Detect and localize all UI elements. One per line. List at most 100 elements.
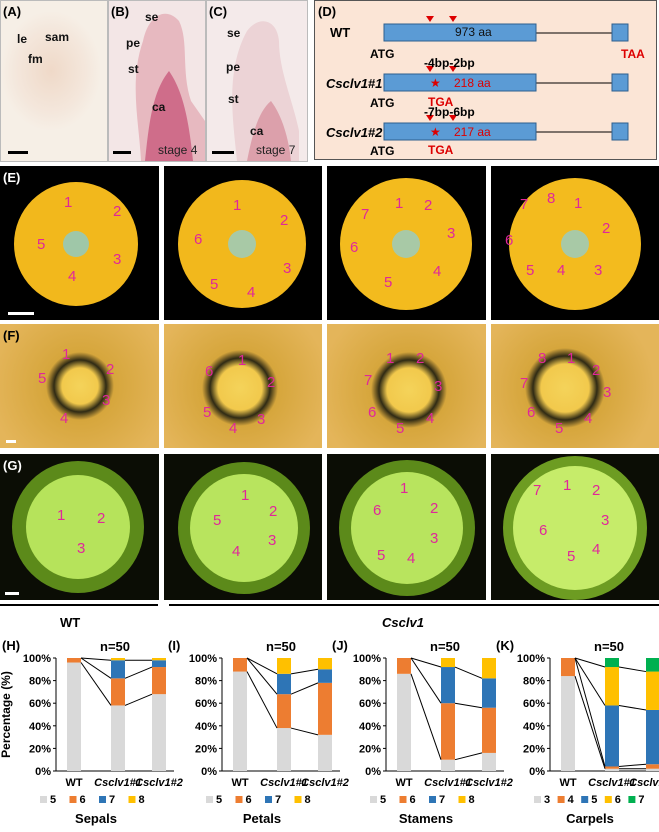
y-tick-label: 80% xyxy=(523,676,545,688)
connector-line xyxy=(574,657,606,706)
legend-swatch xyxy=(294,796,302,803)
organ-number: 1 xyxy=(400,480,409,497)
legend-swatch xyxy=(557,796,565,803)
ovary-section xyxy=(503,456,647,600)
organ-number: 1 xyxy=(64,194,73,211)
organ-number: 8 xyxy=(538,350,547,367)
flower-petals xyxy=(14,182,138,306)
connector-line xyxy=(124,666,153,679)
bar-segment xyxy=(561,658,575,677)
tag-ca: ca xyxy=(250,124,264,138)
flower-photo-wt xyxy=(0,166,159,320)
flower-center-photo-mutant xyxy=(164,324,322,448)
mutation-site-marker xyxy=(426,66,434,72)
organ-number: 3 xyxy=(603,384,612,401)
organ-number: 7 xyxy=(520,375,529,392)
y-tick-label: 40% xyxy=(523,721,545,733)
organ-number: 2 xyxy=(592,482,601,499)
organ-number: 1 xyxy=(241,487,250,504)
flower-photo-mutant xyxy=(491,166,659,320)
y-tick-label: 20% xyxy=(523,743,545,755)
stop-codon-star-icon: ★ xyxy=(430,125,441,139)
bar-segment xyxy=(67,658,81,663)
bar-segment xyxy=(605,658,619,668)
connector-line xyxy=(454,702,483,709)
organ-number: 6 xyxy=(194,231,203,248)
bar-segment xyxy=(482,707,496,753)
ovary-section xyxy=(12,461,144,593)
x-tick-label: Csclv1#2 xyxy=(465,777,513,789)
organ-number: 4 xyxy=(584,410,593,427)
x-tick-label: WT xyxy=(559,777,576,789)
legend-swatch xyxy=(429,796,436,803)
connector-line xyxy=(410,657,442,668)
flower-photo-mutant xyxy=(164,166,322,320)
organ-number: 5 xyxy=(203,404,212,421)
organ-number: 1 xyxy=(395,195,404,212)
organ-number: 3 xyxy=(268,532,277,549)
organ-number: 7 xyxy=(364,372,373,389)
chart-title: n=50 xyxy=(430,639,460,654)
x-tick-label: Csclv1#2 xyxy=(135,777,183,789)
connector-line xyxy=(618,704,647,711)
organ-number: 1 xyxy=(233,197,242,214)
panel-b-micrograph xyxy=(108,0,206,162)
bar-segment xyxy=(482,752,496,771)
bar-segment xyxy=(233,671,247,771)
legend-swatch xyxy=(370,796,377,803)
row-name-wt: WT xyxy=(330,25,351,40)
mutation-site-marker xyxy=(449,115,457,121)
bar-segment xyxy=(605,766,619,769)
bar-segment xyxy=(561,676,575,771)
organ-number: 4 xyxy=(247,284,256,301)
organ-number: 5 xyxy=(377,547,386,564)
chart-title: n=50 xyxy=(266,639,296,654)
exon-box xyxy=(611,73,629,92)
legend-label: 7 xyxy=(439,794,445,806)
start-codon: ATG xyxy=(370,144,395,158)
chart-panel-label: (H) xyxy=(2,638,20,653)
legend-swatch xyxy=(458,796,466,803)
legend-swatch xyxy=(534,796,541,803)
bar-segment xyxy=(318,669,332,683)
y-tick-label: 80% xyxy=(359,676,381,688)
organ-number: 3 xyxy=(77,540,86,557)
connector-line xyxy=(454,752,483,761)
panel-c-micrograph xyxy=(206,0,308,162)
organ-number: 5 xyxy=(384,274,393,291)
legend-label: 6 xyxy=(615,794,621,806)
organ-number: 7 xyxy=(361,206,370,223)
legend-label: 7 xyxy=(638,794,644,806)
bar-segment xyxy=(233,658,247,672)
organ-number: 4 xyxy=(592,541,601,558)
mutation-site-marker xyxy=(426,115,434,121)
mutation-label: -7bp-6bp xyxy=(424,105,475,119)
flower-center-photo-mutant xyxy=(491,324,659,448)
y-tick-label: 60% xyxy=(523,698,545,710)
organ-number: 3 xyxy=(430,530,439,547)
x-tick-label: WT xyxy=(395,777,412,789)
organ-number: 1 xyxy=(386,350,395,367)
connector-line xyxy=(290,668,319,675)
y-tick-label: 100% xyxy=(189,653,217,665)
y-tick-label: 100% xyxy=(517,653,545,665)
bar-segment xyxy=(277,658,291,674)
stop-codon: TGA xyxy=(428,143,454,157)
legend-swatch xyxy=(604,796,612,803)
organ-number: 6 xyxy=(350,239,359,256)
bar-segment xyxy=(67,662,81,771)
panel-g-label: (G) xyxy=(3,458,22,473)
bar-segment xyxy=(318,658,332,670)
stage-label: stage 4 xyxy=(158,143,198,157)
organ-number: 2 xyxy=(280,212,289,229)
organ-number: 3 xyxy=(283,260,292,277)
organ-number: 3 xyxy=(434,378,443,395)
legend-label: 5 xyxy=(591,794,597,806)
exon-box xyxy=(383,122,537,141)
tag-st: st xyxy=(228,92,239,106)
genotype-line-wt xyxy=(0,604,158,606)
organ-number: 3 xyxy=(447,225,456,242)
ovary-section-photo-mutant xyxy=(491,454,659,600)
chart-panel-label: (J) xyxy=(332,638,348,653)
y-axis-label: Percentage (%) xyxy=(0,671,13,758)
